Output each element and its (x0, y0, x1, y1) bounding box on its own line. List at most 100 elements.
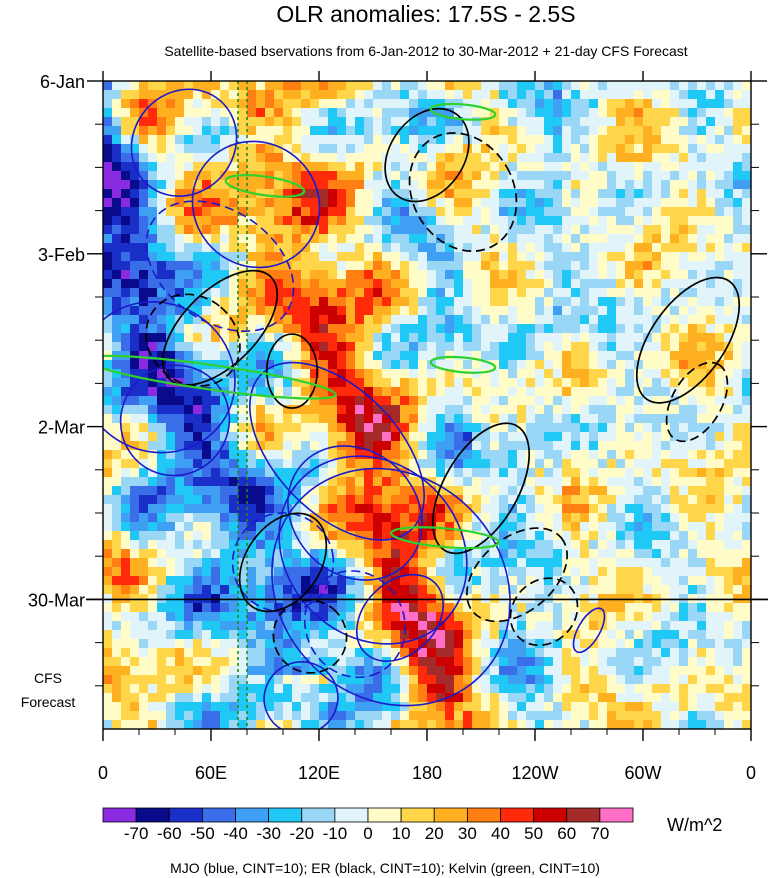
anomaly-cell (472, 225, 482, 235)
anomaly-cell (517, 693, 527, 703)
anomaly-cell (544, 576, 554, 586)
anomaly-cell (202, 378, 212, 388)
anomaly-cell (193, 675, 203, 685)
anomaly-cell (733, 171, 743, 181)
anomaly-cell (481, 99, 491, 109)
anomaly-cell (121, 657, 131, 667)
anomaly-cell (364, 504, 374, 514)
anomaly-cell (670, 297, 680, 307)
anomaly-cell (499, 369, 509, 379)
anomaly-cell (454, 126, 464, 136)
anomaly-cell (139, 576, 149, 586)
anomaly-cell (661, 603, 671, 613)
anomaly-cell (427, 621, 437, 631)
anomaly-cell (508, 432, 518, 442)
anomaly-cell (256, 504, 266, 514)
anomaly-cell (679, 90, 689, 100)
anomaly-cell (472, 666, 482, 676)
anomaly-cell (139, 117, 149, 127)
anomaly-cell (130, 414, 140, 424)
anomaly-cell (346, 567, 356, 577)
anomaly-cell (103, 189, 113, 199)
anomaly-cell (634, 693, 644, 703)
anomaly-cell (355, 369, 365, 379)
anomaly-cell (436, 81, 446, 91)
anomaly-cell (481, 324, 491, 334)
anomaly-cell (463, 279, 473, 289)
anomaly-cell (454, 684, 464, 694)
anomaly-cell (517, 315, 527, 325)
anomaly-cell (616, 540, 626, 550)
anomaly-cell (616, 198, 626, 208)
anomaly-cell (643, 135, 653, 145)
anomaly-cell (553, 549, 563, 559)
anomaly-cell (238, 306, 248, 316)
anomaly-cell (544, 414, 554, 424)
anomaly-cell (103, 432, 113, 442)
anomaly-cell (391, 216, 401, 226)
anomaly-cell (724, 297, 734, 307)
anomaly-cell (301, 126, 311, 136)
anomaly-cell (355, 630, 365, 640)
anomaly-cell (571, 216, 581, 226)
anomaly-cell (535, 621, 545, 631)
anomaly-cell (310, 99, 320, 109)
anomaly-cell (238, 225, 248, 235)
anomaly-cell (400, 171, 410, 181)
anomaly-cell (112, 288, 122, 298)
anomaly-cell (724, 432, 734, 442)
anomaly-cell (391, 126, 401, 136)
anomaly-cell (697, 324, 707, 334)
anomaly-cell (193, 180, 203, 190)
anomaly-cell (157, 432, 167, 442)
anomaly-cell (742, 144, 751, 154)
anomaly-cell (130, 279, 140, 289)
anomaly-cell (616, 648, 626, 658)
anomaly-cell (481, 405, 491, 415)
anomaly-cell (373, 423, 383, 433)
anomaly-cell (355, 252, 365, 262)
anomaly-cell (670, 225, 680, 235)
anomaly-cell (247, 567, 257, 577)
anomaly-cell (571, 423, 581, 433)
anomaly-cell (292, 360, 302, 370)
anomaly-cell (193, 252, 203, 262)
anomaly-cell (274, 423, 284, 433)
anomaly-cell (652, 621, 662, 631)
anomaly-cell (553, 108, 563, 118)
anomaly-cell (373, 333, 383, 343)
anomaly-cell (220, 171, 230, 181)
anomaly-cell (499, 684, 509, 694)
anomaly-cell (418, 243, 428, 253)
anomaly-cell (130, 639, 140, 649)
anomaly-cell (202, 675, 212, 685)
anomaly-cell (436, 630, 446, 640)
anomaly-cell (400, 441, 410, 451)
anomaly-cell (247, 486, 257, 496)
anomaly-cell (580, 576, 590, 586)
anomaly-cell (454, 486, 464, 496)
anomaly-cell (220, 450, 230, 460)
anomaly-cell (382, 477, 392, 487)
anomaly-cell (121, 243, 131, 253)
anomaly-cell (319, 360, 329, 370)
anomaly-cell (427, 450, 437, 460)
anomaly-cell (238, 351, 248, 361)
anomaly-cell (418, 549, 428, 559)
anomaly-cell (184, 414, 194, 424)
anomaly-cell (715, 522, 725, 532)
anomaly-cell (706, 684, 716, 694)
anomaly-cell (607, 576, 617, 586)
anomaly-cell (166, 621, 176, 631)
anomaly-cell (184, 279, 194, 289)
anomaly-cell (103, 261, 113, 271)
anomaly-cell (121, 261, 131, 271)
anomaly-cell (238, 621, 248, 631)
anomaly-cell (184, 693, 194, 703)
anomaly-cell (715, 261, 725, 271)
anomaly-cell (301, 261, 311, 271)
anomaly-cell (625, 549, 635, 559)
anomaly-cell (247, 468, 257, 478)
anomaly-cell (166, 396, 176, 406)
anomaly-cell (121, 639, 131, 649)
